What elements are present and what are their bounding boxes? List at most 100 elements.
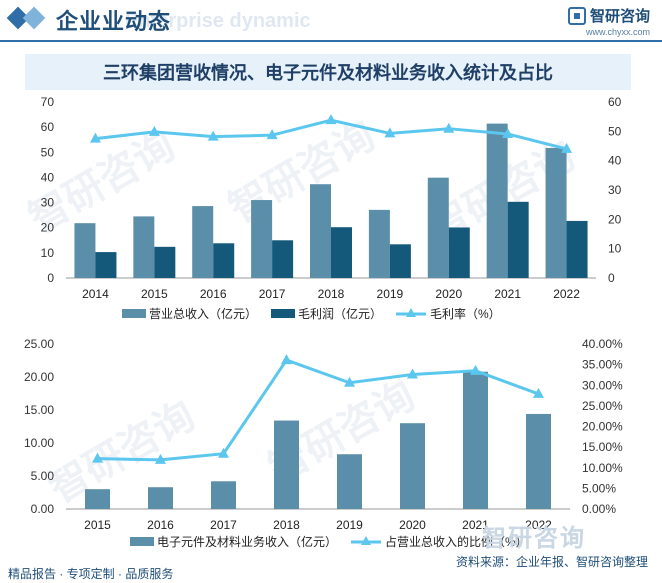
y-left-tick-label: 60 bbox=[41, 120, 55, 134]
y-left-tick-label: 10 bbox=[41, 246, 55, 260]
legend-swatch bbox=[271, 309, 295, 318]
legend-label: 毛利率（%） bbox=[430, 306, 501, 321]
y-right-tick-label: 10 bbox=[608, 242, 622, 256]
x-tick-label: 2022 bbox=[553, 287, 580, 301]
footer: 智研咨询 精品报告 · 专项定制 · 品质服务 资料来源：企业年报、智研咨询整理 bbox=[0, 524, 662, 583]
y-left-tick-label: 50 bbox=[41, 145, 55, 159]
brand-name: 智研咨询 bbox=[589, 7, 650, 25]
x-tick-label: 2021 bbox=[494, 287, 521, 301]
y-right-tick-label: 50 bbox=[608, 124, 622, 138]
line-point-marker bbox=[89, 132, 101, 143]
y-left-tick-label: 10.00 bbox=[24, 436, 54, 450]
bar-primary bbox=[148, 487, 173, 509]
y-right-tick-label: 60 bbox=[608, 95, 622, 109]
brand-url[interactable]: www.chyxx.com bbox=[585, 27, 650, 37]
brand-logo-icon bbox=[567, 6, 586, 25]
bar-secondary bbox=[272, 240, 294, 278]
x-tick-label: 2020 bbox=[399, 518, 426, 532]
y-left-tick-label: 30 bbox=[41, 196, 55, 210]
y-left-tick-label: 25.00 bbox=[24, 337, 54, 351]
bar-secondary bbox=[331, 227, 352, 278]
y-right-tick-label: 0 bbox=[608, 271, 615, 285]
line-point-marker bbox=[281, 354, 292, 365]
bar-primary bbox=[463, 371, 488, 509]
x-tick-label: 2017 bbox=[259, 287, 286, 301]
y-right-tick-label: 15.00% bbox=[582, 440, 623, 454]
line-point-marker bbox=[218, 447, 229, 458]
x-tick-label: 2020 bbox=[435, 287, 462, 301]
header-divider bbox=[0, 40, 662, 42]
series-line bbox=[97, 358, 540, 462]
bar-primary bbox=[251, 200, 273, 278]
bar-primary bbox=[310, 184, 331, 278]
y-right-tick-label: 10.00% bbox=[582, 461, 623, 475]
y-left-tick-label: 15.00 bbox=[24, 403, 54, 417]
bar-primary bbox=[545, 148, 567, 278]
y-left-tick-label: 5.00 bbox=[31, 469, 55, 483]
x-tick-label: 2016 bbox=[200, 287, 227, 301]
bar-primary bbox=[486, 123, 508, 278]
bar-secondary bbox=[448, 227, 470, 278]
bar-primary bbox=[337, 454, 362, 509]
x-tick-label: 2015 bbox=[141, 287, 168, 301]
y-right-tick-label: 35.00% bbox=[582, 358, 623, 372]
y-left-tick-label: 20.00 bbox=[24, 370, 54, 384]
bar-secondary bbox=[566, 220, 588, 278]
y-right-tick-label: 0.00% bbox=[582, 502, 616, 516]
y-right-tick-label: 20 bbox=[608, 212, 622, 226]
x-tick-label: 2019 bbox=[377, 287, 404, 301]
y-right-tick-label: 25.00% bbox=[582, 399, 623, 413]
line-point-marker bbox=[443, 122, 455, 133]
brand[interactable]: 智研咨询 www.chyxx.com bbox=[567, 5, 650, 37]
footer-slogan: 精品报告 · 专项定制 · 品质服务 bbox=[8, 567, 174, 581]
line-point-marker bbox=[384, 127, 396, 138]
bar-primary bbox=[211, 481, 236, 509]
y-left-tick-label: 0.00 bbox=[31, 502, 55, 516]
header-ghost-text: Enterprise dynamic bbox=[125, 10, 311, 32]
line-point-marker bbox=[325, 114, 337, 125]
line-point-marker bbox=[155, 453, 166, 464]
y-left-tick-label: 20 bbox=[41, 221, 55, 235]
line-point-marker bbox=[148, 125, 160, 136]
legend-label: 占营业总收入的比例（%） bbox=[385, 534, 528, 549]
line-point-marker bbox=[502, 127, 514, 138]
y-left-tick-label: 70 bbox=[41, 95, 55, 109]
bar-primary bbox=[74, 223, 96, 278]
footer-watermark: 智研咨询 bbox=[482, 524, 586, 552]
line-point-marker bbox=[92, 452, 103, 463]
x-tick-label: 2019 bbox=[336, 518, 363, 532]
chart-title-banner: 三环集团营收情况、电子元件及材料业务收入统计及占比 bbox=[25, 54, 631, 90]
line-point-marker bbox=[561, 142, 573, 153]
x-tick-label: 2016 bbox=[147, 518, 174, 532]
legend-label: 电子元件及材料业务收入（亿元） bbox=[157, 534, 337, 549]
bar-secondary bbox=[95, 252, 117, 278]
legend-swatch bbox=[122, 309, 146, 318]
legend-label: 毛利润（亿元） bbox=[298, 306, 382, 321]
x-tick-label: 2017 bbox=[210, 518, 237, 532]
x-tick-label: 2022 bbox=[525, 518, 552, 532]
bar-primary bbox=[368, 209, 390, 278]
bar-secondary bbox=[213, 243, 235, 278]
line-point-marker bbox=[344, 376, 355, 387]
page-header: Enterprise dynamic 企业业动态 智研咨询 www.chyxx.… bbox=[0, 0, 662, 42]
bar-primary bbox=[274, 420, 299, 509]
bar-secondary bbox=[389, 244, 411, 278]
bar-primary bbox=[133, 216, 155, 278]
x-tick-label: 2014 bbox=[82, 287, 109, 301]
line-point-marker bbox=[207, 130, 219, 141]
bar-primary bbox=[526, 413, 551, 509]
x-tick-label: 2021 bbox=[462, 518, 489, 532]
y-right-tick-label: 40 bbox=[608, 154, 622, 168]
y-right-tick-label: 5.00% bbox=[582, 481, 616, 495]
bar-secondary bbox=[507, 201, 529, 278]
y-right-tick-label: 20.00% bbox=[582, 420, 623, 434]
x-tick-label: 2018 bbox=[318, 287, 345, 301]
line-point-marker bbox=[470, 364, 481, 375]
x-tick-label: 2015 bbox=[84, 518, 111, 532]
bar-secondary bbox=[154, 246, 176, 278]
bar-primary bbox=[85, 489, 110, 509]
page-title: 企业业动态 bbox=[56, 10, 172, 35]
chart-title: 三环集团营收情况、电子元件及材料业务收入统计及占比 bbox=[103, 63, 553, 84]
y-right-tick-label: 30.00% bbox=[582, 378, 623, 392]
